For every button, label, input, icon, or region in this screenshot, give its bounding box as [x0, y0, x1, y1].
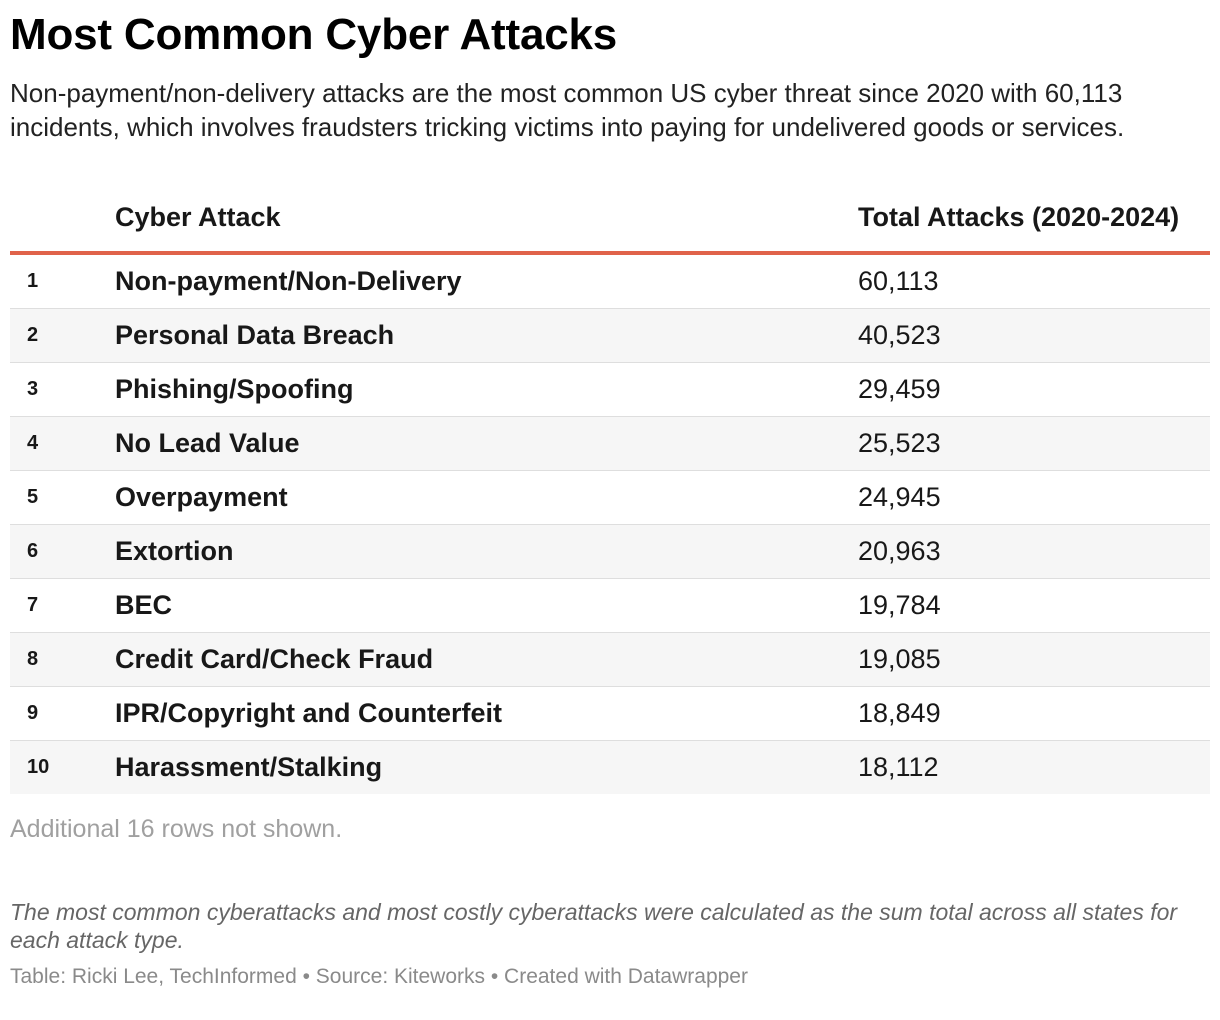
chart-title: Most Common Cyber Attacks	[10, 10, 618, 59]
row-rank: 3	[10, 362, 115, 417]
table-row: 5 Overpayment 24,945	[10, 470, 1210, 525]
row-attack-name: Credit Card/Check Fraud	[115, 632, 858, 687]
table-body: 1 Non-payment/Non-Delivery 60,113 2 Personal…	[10, 253, 1210, 794]
table-row: 3 Phishing/Spoofing 29,459	[10, 362, 1210, 417]
row-rank: 6	[10, 524, 115, 579]
row-total-attacks: 25,523	[858, 416, 1210, 471]
row-total-attacks: 19,085	[858, 632, 1210, 687]
row-total-attacks: 19,784	[858, 578, 1210, 633]
row-rank: 7	[10, 578, 115, 633]
row-attack-name: No Lead Value	[115, 416, 858, 471]
row-rank: 2	[10, 308, 115, 363]
table-row: 2 Personal Data Breach 40,523	[10, 308, 1210, 363]
column-header-rank[interactable]	[10, 188, 115, 255]
row-total-attacks: 18,849	[858, 686, 1210, 741]
table-row: 10 Harassment/Stalking 18,112	[10, 740, 1210, 794]
row-attack-name: Non-payment/Non-Delivery	[115, 253, 858, 309]
table-row: 6 Extortion 20,963	[10, 524, 1210, 579]
table-row: 1 Non-payment/Non-Delivery 60,113	[10, 253, 1210, 309]
row-attack-name: BEC	[115, 578, 858, 633]
chart-subtitle: Non-payment/non-delivery attacks are the…	[10, 78, 1125, 142]
row-total-attacks: 24,945	[858, 470, 1210, 525]
data-table: Cyber Attack Total Attacks (2020-2024) 1…	[10, 188, 1210, 794]
row-attack-name: Phishing/Spoofing	[115, 362, 858, 417]
row-total-attacks: 20,963	[858, 524, 1210, 579]
table-row: 9 IPR/Copyright and Counterfeit 18,849	[10, 686, 1210, 741]
column-header-total-attacks[interactable]: Total Attacks (2020-2024)	[858, 188, 1210, 255]
row-rank: 5	[10, 470, 115, 525]
column-header-cyber-attack[interactable]: Cyber Attack	[115, 188, 858, 255]
row-rank: 10	[10, 740, 115, 794]
row-rank: 4	[10, 416, 115, 471]
row-total-attacks: 60,113	[858, 253, 1210, 309]
chart-container: Most Common Cyber Attacks Non-payment/no…	[10, 10, 1210, 988]
row-attack-name: Overpayment	[115, 470, 858, 525]
row-attack-name: Harassment/Stalking	[115, 740, 858, 794]
row-total-attacks: 29,459	[858, 362, 1210, 417]
row-total-attacks: 40,523	[858, 308, 1210, 363]
table-row: 4 No Lead Value 25,523	[10, 416, 1210, 471]
table-row: 7 BEC 19,784	[10, 578, 1210, 633]
row-rank: 1	[10, 253, 115, 309]
row-attack-name: Extortion	[115, 524, 858, 579]
more-rows-note: Additional 16 rows not shown.	[10, 815, 343, 843]
row-rank: 8	[10, 632, 115, 687]
row-total-attacks: 18,112	[858, 740, 1210, 794]
table-row: 8 Credit Card/Check Fraud 19,085	[10, 632, 1210, 687]
row-attack-name: IPR/Copyright and Counterfeit	[115, 686, 858, 741]
row-rank: 9	[10, 686, 115, 741]
table-header-row: Cyber Attack Total Attacks (2020-2024)	[10, 188, 1210, 255]
row-attack-name: Personal Data Breach	[115, 308, 858, 363]
source-footer: Table: Ricki Lee, TechInformed • Source:…	[10, 965, 748, 988]
methodology-note: The most common cyberattacks and most co…	[10, 899, 1178, 953]
